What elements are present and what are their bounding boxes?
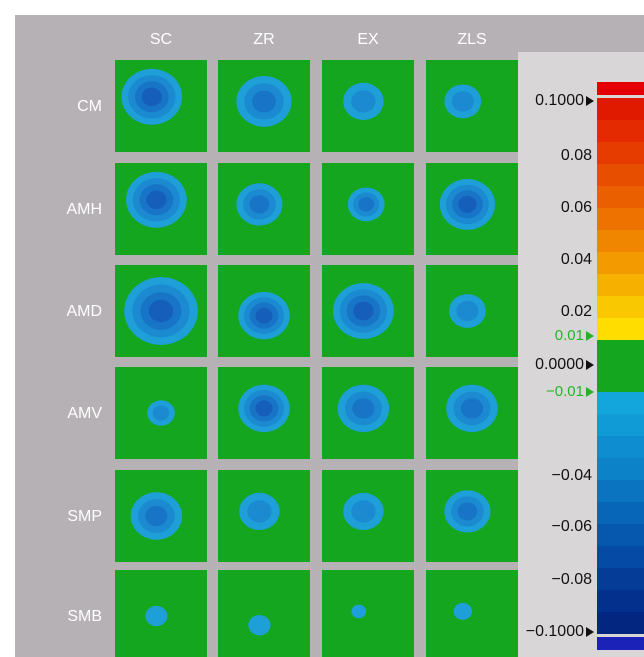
row-label: AMH [66, 201, 102, 218]
scale-band [597, 296, 644, 318]
deviation-region [255, 308, 272, 324]
scale-min [597, 637, 644, 650]
scale-band [597, 458, 644, 480]
deviation-region [352, 398, 374, 418]
scale-band [597, 274, 644, 296]
deviation-region [458, 196, 476, 213]
deviation-region [255, 401, 272, 417]
scale-label: −0.08 [552, 571, 593, 588]
scale-label: −0.06 [552, 518, 593, 535]
scale-band [597, 120, 644, 142]
scale-band [597, 524, 644, 546]
figure: SC ZR EX ZLS CM AMH AMD AMV SMP SMB 0.1000 0.08 0.0… [0, 0, 644, 657]
scale-band [597, 208, 644, 230]
scale-band [597, 392, 644, 414]
scale-label: 0.02 [561, 303, 592, 320]
deviation-region [247, 500, 271, 522]
scale-label: 0.06 [561, 199, 592, 216]
scale-band [597, 480, 644, 502]
scale-band [597, 186, 644, 208]
tile [218, 570, 310, 657]
deviation-region [142, 87, 162, 106]
scale-max [597, 82, 644, 95]
row-label: AMD [66, 303, 102, 320]
tile [322, 570, 414, 657]
column-label: EX [357, 31, 379, 48]
scale-label: 0.1000 [535, 92, 584, 109]
row-label: SMB [67, 608, 102, 625]
scale-zero [597, 340, 644, 392]
scale-label: −0.04 [552, 467, 593, 484]
deviation-region [250, 195, 270, 213]
scale-label: 0.0000 [535, 356, 584, 373]
deviation-region [252, 91, 276, 113]
deviation-region [353, 302, 373, 321]
deviation-region [358, 197, 374, 212]
scale-label: −0.01 [546, 383, 584, 400]
deviation-region [351, 90, 375, 112]
deviation-region [351, 500, 375, 522]
deviation-region [146, 190, 166, 209]
column-label: ZR [253, 31, 274, 48]
scale-label: 0.01 [555, 327, 584, 344]
scale-band [597, 98, 644, 120]
scale-band [597, 318, 644, 340]
scale-band [597, 502, 644, 524]
row-label: AMV [67, 405, 102, 422]
deviation-region [351, 605, 366, 619]
scale-band [597, 142, 644, 164]
scale-band [597, 612, 644, 634]
scale-label: 0.08 [561, 147, 592, 164]
deviation-region [461, 398, 483, 418]
deviation-region [153, 405, 170, 420]
scale-label: −0.1000 [526, 623, 584, 640]
deviation-region [458, 502, 478, 520]
column-label: SC [150, 31, 172, 48]
column-label: ZLS [457, 31, 486, 48]
scale-band [597, 164, 644, 186]
deviation-region [454, 603, 472, 620]
tile [426, 570, 518, 657]
deviation-region [149, 300, 174, 323]
deviation-region [145, 606, 167, 626]
scale-label: 0.04 [561, 251, 592, 268]
scale-band [597, 590, 644, 612]
scale-band [597, 546, 644, 568]
scale-band [597, 230, 644, 252]
scale-band [597, 436, 644, 458]
scale-band [597, 252, 644, 274]
row-label: SMP [67, 508, 102, 525]
scale-band [597, 414, 644, 436]
row-label: CM [77, 98, 102, 115]
deviation-region [452, 91, 474, 111]
deviation-region [456, 301, 478, 321]
deviation-region [248, 615, 270, 635]
deviation-region [145, 506, 167, 526]
scale-band [597, 568, 644, 590]
